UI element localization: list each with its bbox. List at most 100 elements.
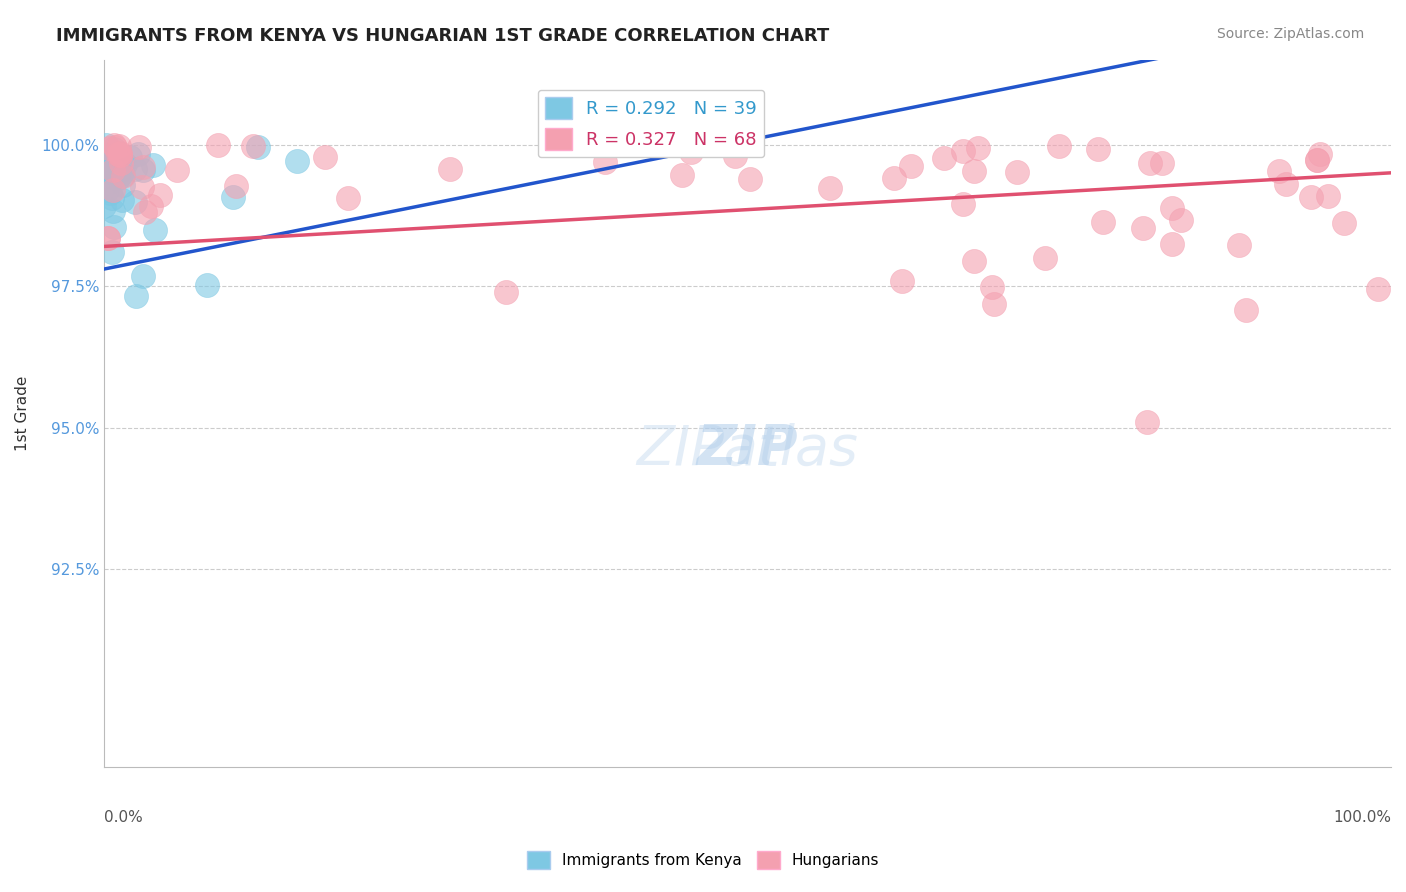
Hungarians	[934, 151, 956, 165]
Immigrants from Kenya	[94, 148, 117, 162]
Hungarians	[97, 231, 120, 245]
Immigrants from Kenya	[142, 158, 165, 172]
Hungarians	[593, 155, 616, 169]
Legend: Immigrants from Kenya, Hungarians: Immigrants from Kenya, Hungarians	[520, 845, 886, 875]
Hungarians	[103, 183, 125, 197]
Hungarians	[1132, 221, 1154, 235]
Immigrants from Kenya	[110, 167, 132, 181]
Immigrants from Kenya	[285, 154, 308, 169]
Hungarians	[207, 138, 229, 153]
Immigrants from Kenya	[107, 165, 129, 179]
Immigrants from Kenya	[111, 194, 134, 208]
Hungarians	[952, 144, 974, 158]
Immigrants from Kenya	[124, 195, 146, 210]
Hungarians	[110, 156, 132, 170]
Hungarians	[1367, 282, 1389, 296]
Hungarians	[107, 146, 129, 161]
Immigrants from Kenya	[127, 146, 149, 161]
Immigrants from Kenya	[195, 278, 218, 293]
Hungarians	[1136, 415, 1159, 429]
Hungarians	[1301, 190, 1323, 204]
Immigrants from Kenya	[101, 203, 124, 218]
Y-axis label: 1st Grade: 1st Grade	[15, 376, 30, 451]
Immigrants from Kenya	[103, 171, 125, 186]
Legend: R = 0.292   N = 39, R = 0.327   N = 68: R = 0.292 N = 39, R = 0.327 N = 68	[537, 90, 765, 157]
Hungarians	[1305, 153, 1327, 168]
Hungarians	[1316, 188, 1339, 202]
Hungarians	[111, 169, 134, 183]
Hungarians	[131, 179, 153, 194]
Hungarians	[108, 145, 131, 160]
Hungarians	[883, 171, 905, 186]
Hungarians	[1227, 238, 1250, 252]
Immigrants from Kenya	[131, 268, 153, 283]
Immigrants from Kenya	[124, 161, 146, 176]
Immigrants from Kenya	[104, 162, 127, 177]
Hungarians	[439, 162, 461, 177]
Hungarians	[149, 188, 172, 202]
Immigrants from Kenya	[125, 289, 148, 303]
Hungarians	[242, 139, 264, 153]
Hungarians	[1275, 177, 1298, 191]
Hungarians	[1139, 156, 1161, 170]
Immigrants from Kenya	[97, 176, 120, 190]
Hungarians	[97, 231, 120, 245]
Hungarians	[723, 149, 745, 163]
Immigrants from Kenya	[100, 244, 122, 259]
Immigrants from Kenya	[131, 162, 153, 177]
Hungarians	[1306, 153, 1329, 167]
Text: 100.0%: 100.0%	[1333, 810, 1391, 825]
Hungarians	[1236, 303, 1258, 318]
Immigrants from Kenya	[96, 161, 118, 176]
Hungarians	[97, 141, 120, 155]
Hungarians	[225, 179, 247, 194]
Hungarians	[101, 163, 124, 178]
Immigrants from Kenya	[221, 189, 243, 203]
Hungarians	[1333, 217, 1355, 231]
Immigrants from Kenya	[112, 168, 135, 182]
Immigrants from Kenya	[94, 159, 117, 173]
Hungarians	[1092, 215, 1115, 229]
Hungarians	[132, 161, 155, 175]
Hungarians	[1161, 201, 1184, 215]
Hungarians	[1268, 163, 1291, 178]
Hungarians	[890, 274, 912, 288]
Text: ZIP: ZIP	[697, 422, 799, 475]
Hungarians	[104, 140, 127, 154]
Immigrants from Kenya	[118, 150, 141, 164]
Text: IMMIGRANTS FROM KENYA VS HUNGARIAN 1ST GRADE CORRELATION CHART: IMMIGRANTS FROM KENYA VS HUNGARIAN 1ST G…	[56, 27, 830, 45]
Immigrants from Kenya	[145, 223, 167, 237]
Immigrants from Kenya	[101, 192, 124, 206]
Immigrants from Kenya	[103, 142, 125, 156]
Hungarians	[967, 141, 990, 155]
Immigrants from Kenya	[107, 171, 129, 186]
Hungarians	[108, 139, 131, 153]
Hungarians	[1087, 142, 1109, 156]
Hungarians	[134, 205, 156, 219]
Immigrants from Kenya	[94, 137, 117, 152]
Hungarians	[963, 254, 986, 268]
Hungarians	[1047, 139, 1070, 153]
Hungarians	[983, 297, 1005, 311]
Text: Source: ZipAtlas.com: Source: ZipAtlas.com	[1216, 27, 1364, 41]
Hungarians	[110, 148, 132, 162]
Hungarians	[108, 147, 131, 161]
Hungarians	[980, 279, 1002, 293]
Hungarians	[1161, 237, 1184, 252]
Hungarians	[166, 162, 188, 177]
Text: ZIPatlas: ZIPatlas	[637, 422, 859, 475]
Hungarians	[1033, 252, 1056, 266]
Hungarians	[820, 181, 842, 195]
Hungarians	[952, 197, 974, 211]
Hungarians	[141, 199, 163, 213]
Immigrants from Kenya	[112, 178, 135, 193]
Hungarians	[495, 285, 517, 300]
Hungarians	[337, 191, 360, 205]
Hungarians	[1007, 165, 1029, 179]
Text: 0.0%: 0.0%	[104, 810, 143, 825]
Hungarians	[1309, 147, 1331, 161]
Immigrants from Kenya	[100, 159, 122, 173]
Hungarians	[900, 159, 922, 173]
Immigrants from Kenya	[94, 154, 117, 169]
Immigrants from Kenya	[98, 186, 121, 200]
